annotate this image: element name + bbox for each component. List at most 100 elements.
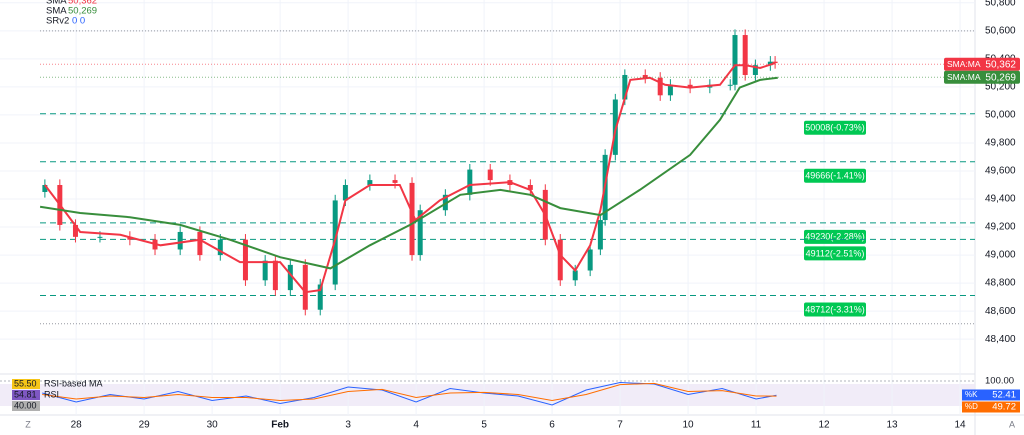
y-tick-label: 49,200	[985, 222, 1016, 233]
candle-body	[409, 182, 415, 256]
candle-body	[772, 61, 778, 64]
osc-badge-name: %K	[965, 390, 978, 399]
x-tick-label: 3	[345, 420, 351, 431]
sma-line	[39, 76, 778, 270]
legend-name: SMA	[46, 6, 67, 17]
corner-label: Z	[25, 419, 31, 429]
candle-body	[262, 260, 268, 281]
candle-body	[767, 61, 773, 66]
level-label-box	[804, 229, 866, 244]
y-tick-label: 49,400	[985, 194, 1016, 205]
y-tick-label: 50,800	[985, 0, 1016, 8]
legend-value: 50,362	[68, 0, 97, 7]
candle-body	[217, 239, 223, 256]
level-label: 49230(-2.28%)	[805, 232, 865, 242]
y-tick-label: 48,600	[985, 306, 1016, 317]
level-label: 49666(-1.41%)	[805, 171, 865, 181]
x-tick-label: 7	[617, 420, 623, 431]
level-label-box	[804, 302, 866, 317]
osc-line	[42, 381, 777, 406]
candle-body	[392, 180, 398, 183]
legend-name: SRv2	[46, 16, 69, 27]
x-tick-label: 4	[413, 420, 419, 431]
osc-badge-value: 52.41	[992, 390, 1016, 401]
candle-body	[342, 185, 348, 201]
candle-body	[727, 84, 733, 86]
x-tick-label: Feb	[271, 420, 289, 431]
candle-body	[752, 65, 758, 75]
y-tick-label: 48,400	[985, 334, 1016, 345]
osc-badge-name: %D	[965, 402, 978, 411]
x-tick-label: 12	[818, 420, 830, 431]
y-tick-label: 50,200	[985, 82, 1016, 93]
level-label: 50008(-0.73%)	[805, 123, 865, 133]
candle-body	[597, 220, 603, 250]
y-tick-label: 50,600	[985, 25, 1016, 36]
x-tick-label: 11	[751, 420, 762, 431]
legend-value: 0 0	[72, 16, 85, 27]
candle-body	[487, 169, 493, 181]
x-tick-label: 30	[207, 420, 219, 431]
osc-label-name: RSI	[44, 389, 59, 399]
osc-badge-value: 49.72	[992, 402, 1016, 413]
osc-label-box	[12, 390, 40, 400]
candle-body	[317, 284, 323, 310]
candle-body	[287, 264, 293, 291]
legend-value: 50,269	[68, 6, 97, 17]
y-tick-label: 49,800	[985, 138, 1016, 149]
candle-body	[177, 231, 183, 250]
candle-body	[557, 239, 563, 281]
candle-body	[442, 194, 448, 211]
legend-name: SMA	[46, 0, 67, 7]
osc-tick-label: 100.00	[985, 376, 1014, 387]
price-badge-name: SMA:MA	[947, 72, 981, 82]
candle-body	[657, 77, 663, 96]
osc-label-value: 40.00	[14, 400, 37, 410]
osc-label-value: 55.50	[14, 378, 37, 388]
candle-body	[242, 239, 248, 281]
y-tick-label: 49,000	[985, 250, 1016, 261]
candle-body	[197, 231, 203, 256]
level-label-box	[804, 120, 866, 135]
oscillator-band	[0, 384, 975, 406]
candle-body	[687, 84, 693, 88]
y-tick-label: 50,000	[985, 110, 1016, 121]
level-label-box	[804, 168, 866, 183]
candle-body	[367, 180, 373, 185]
osc-label-value: 54.81	[14, 389, 37, 399]
candle-body	[302, 264, 308, 310]
candle-body	[417, 210, 423, 256]
osc-badge	[962, 389, 1020, 401]
x-tick-label: 29	[139, 420, 151, 431]
level-label: 48712(-3.31%)	[805, 304, 865, 314]
sma-line	[44, 62, 776, 294]
x-tick-label: 13	[886, 420, 898, 431]
price-badge	[944, 57, 1020, 71]
corner-label: A	[1009, 419, 1015, 429]
osc-label-box	[12, 401, 40, 411]
y-tick-label: 48,800	[985, 278, 1016, 289]
x-tick-label: 5	[481, 420, 487, 431]
price-badge-value: 50,269	[985, 72, 1016, 83]
level-label-box	[804, 246, 866, 261]
osc-label-box	[12, 379, 40, 389]
candle-body	[642, 74, 648, 78]
x-tick-label: 6	[549, 420, 555, 431]
osc-label-name: RSI-based MA	[44, 378, 103, 388]
price-badge-name: SMA:MA	[947, 59, 981, 69]
osc-line	[42, 382, 777, 402]
osc-badge	[962, 401, 1020, 413]
candle-body	[42, 185, 48, 193]
candle-body	[467, 169, 473, 195]
candle-body	[527, 185, 533, 190]
price-badge	[944, 70, 1020, 84]
candle-body	[97, 236, 103, 238]
x-tick-label: 10	[683, 420, 695, 431]
x-tick-label: 28	[71, 420, 83, 431]
candle-body	[742, 35, 748, 75]
candle-body	[732, 35, 738, 85]
price-badge-value: 50,362	[985, 59, 1016, 70]
candle-body	[72, 224, 78, 237]
candle-body	[667, 84, 673, 96]
